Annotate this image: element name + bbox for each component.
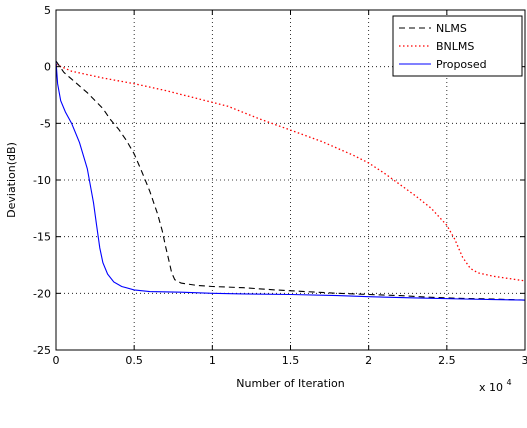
y-axis-label: Deviation(dB): [5, 142, 18, 218]
x-axis-multiplier-base: x 10: [479, 381, 503, 394]
x-tick-label: 1: [209, 354, 216, 367]
legend-label-bnlms: BNLMS: [436, 40, 474, 53]
legend-box: [392, 15, 523, 77]
y-tick-label: -15: [33, 231, 51, 244]
y-tick-label: -10: [33, 174, 51, 187]
y-tick-label: -5: [40, 117, 51, 130]
x-tick-label: 0: [53, 354, 60, 367]
legend: NLMS BNLMS Proposed: [392, 15, 523, 77]
x-tick-label: 1.5: [282, 354, 300, 367]
series-line-proposed: [55, 60, 526, 301]
series-line-nlms: [55, 60, 526, 301]
y-tick-label: 5: [44, 4, 51, 17]
series-line-bnlms: [55, 63, 526, 282]
x-tick-label: 0.5: [125, 354, 143, 367]
y-tick-label: 0: [44, 61, 51, 74]
y-tick-label: -20: [33, 287, 51, 300]
x-axis-label: Number of Iteration: [236, 377, 344, 390]
legend-label-proposed: Proposed: [436, 58, 487, 71]
x-tick-label: 2: [365, 354, 372, 367]
x-tick-label: 2.5: [438, 354, 456, 367]
series-layer: [55, 60, 526, 301]
x-axis-multiplier: x 10 4: [479, 378, 512, 394]
x-tick-label: 3: [522, 354, 527, 367]
legend-label-nlms: NLMS: [436, 22, 467, 35]
ticks: 0 0.5 1 1.5 2 2.5 3 5 0 -5 -10 -15 -20 -25: [33, 4, 527, 367]
x-axis-multiplier-exponent: 4: [507, 378, 512, 387]
y-tick-label: -25: [33, 344, 51, 357]
